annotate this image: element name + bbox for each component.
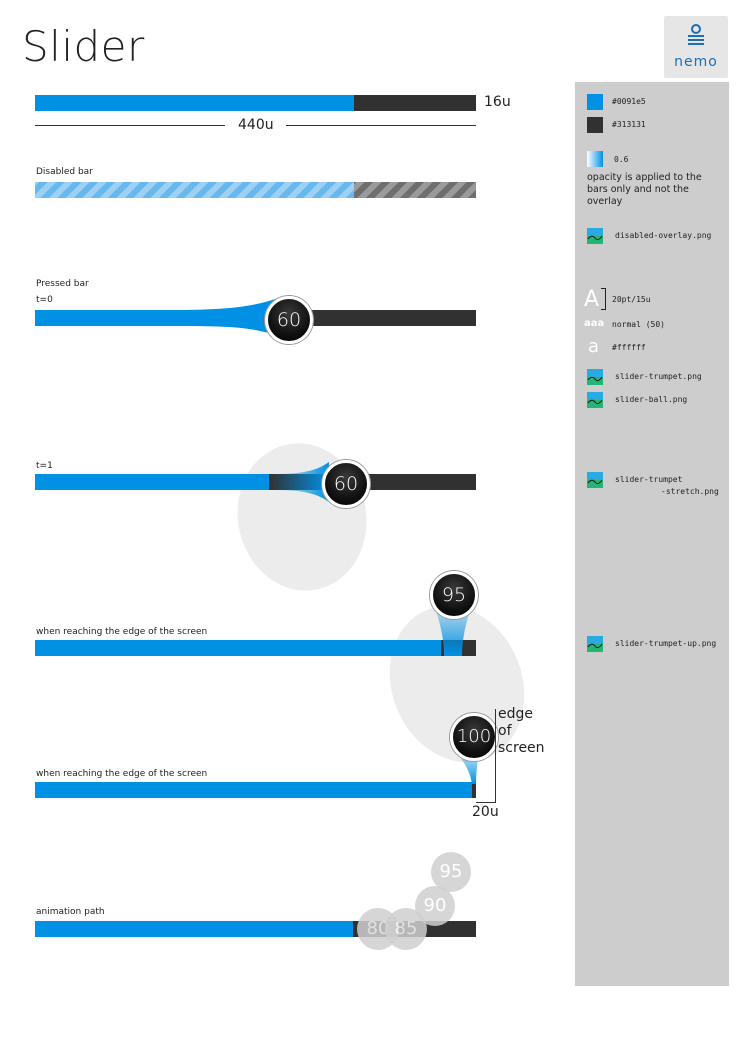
animation-ghost-ball: 95	[431, 852, 471, 892]
track-color-value: #313131	[612, 120, 646, 129]
opacity-note: opacity is applied to the bars only and …	[587, 172, 702, 207]
t0-label: t=0	[36, 295, 53, 305]
disabled-overlay-asset: disabled-overlay.png	[615, 231, 712, 240]
margin-dimension-label: 20u	[472, 804, 499, 820]
opacity-value: 0.6	[614, 155, 629, 164]
image-icon	[587, 472, 603, 488]
color-swatch-fill	[587, 94, 603, 110]
slider-fill	[35, 474, 269, 490]
trumpet-stretch-shape	[269, 462, 329, 502]
t1-label: t=1	[36, 461, 53, 471]
pressed-bar-label: Pressed bar	[36, 279, 89, 289]
image-icon	[587, 392, 603, 408]
edge-label-line: screen	[498, 740, 545, 756]
font-color-value: #ffffff	[612, 343, 646, 352]
slider-ball[interactable]: 60	[265, 296, 313, 344]
slider-fill	[35, 782, 472, 798]
slider-bar-normal	[35, 95, 476, 111]
slider-track	[472, 782, 476, 798]
edge-label-1: when reaching the edge of the screen	[36, 627, 208, 637]
logo-icon	[688, 24, 704, 45]
trumpet-shape	[170, 298, 278, 336]
dimension-line-left	[35, 125, 225, 126]
edge-label-2: when reaching the edge of the screen	[36, 769, 208, 779]
slider-ball[interactable]: 95	[430, 571, 478, 619]
font-size-bracket	[601, 288, 606, 310]
font-color-glyph: a	[588, 336, 600, 357]
opacity-swatch	[587, 151, 603, 167]
animation-path-label: animation path	[36, 907, 105, 917]
trumpet-stretch-asset-line1: slider-trumpet	[615, 475, 683, 484]
slider-bar-disabled	[35, 182, 476, 198]
image-icon	[587, 636, 603, 652]
slider-ball[interactable]: 60	[322, 460, 370, 508]
trumpet-stretch-asset-line2: -stretch.png	[661, 487, 719, 496]
page-title: Slider	[22, 22, 145, 71]
slider-bar-pressed-t1	[35, 474, 476, 490]
slider-ball[interactable]: 100	[450, 713, 498, 761]
trumpet-up-asset: slider-trumpet-up.png	[615, 639, 717, 648]
height-dimension-label: 16u	[484, 94, 511, 110]
slider-fill	[35, 95, 354, 111]
edge-label-line: edge	[498, 706, 533, 722]
width-dimension-label: 440u	[238, 117, 274, 133]
slider-fill	[35, 640, 441, 656]
font-weight-value: normal (50)	[612, 320, 665, 329]
nemo-logo: nemo	[664, 16, 728, 78]
edge-of-screen-label: edge of screen	[498, 706, 545, 757]
font-size-value: 20pt/15u	[612, 295, 651, 304]
slider-bar-edge-1	[35, 640, 476, 656]
slider-fill	[35, 921, 353, 937]
disabled-bar-label: Disabled bar	[36, 167, 93, 177]
image-icon	[587, 369, 603, 385]
screen-edge-line	[495, 709, 496, 803]
font-size-glyph: A	[584, 287, 600, 312]
slider-fill-disabled	[35, 182, 354, 198]
font-weight-glyph: aaa	[584, 318, 605, 329]
touch-area-ellipse	[224, 431, 380, 603]
edge-margin-line	[476, 802, 496, 803]
animation-ghost-ball: 90	[415, 886, 455, 926]
slider-track-disabled	[354, 182, 476, 198]
slider-bar-edge-2	[35, 782, 476, 798]
logo-text: nemo	[674, 54, 718, 70]
dimension-line-right	[286, 125, 476, 126]
ball-asset: slider-ball.png	[615, 395, 688, 404]
trumpet-asset: slider-trumpet.png	[615, 372, 702, 381]
color-swatch-track	[587, 117, 603, 133]
spec-sidebar	[575, 82, 729, 986]
slider-track	[354, 95, 476, 111]
fill-color-value: #0091e5	[612, 97, 646, 106]
slider-track	[288, 310, 476, 326]
edge-label-line: of	[498, 723, 512, 739]
image-icon	[587, 228, 603, 244]
